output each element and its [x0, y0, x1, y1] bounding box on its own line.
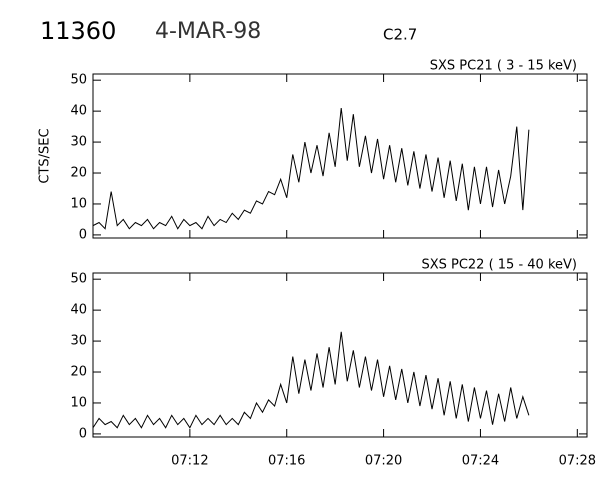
y-tick-label: 40: [70, 303, 87, 318]
flare-class: C2.7: [383, 26, 417, 44]
y-tick-label: 50: [70, 272, 87, 287]
y-tick-label: 40: [70, 104, 87, 119]
y-tick-label: 0: [79, 227, 87, 242]
y-tick-label: 50: [70, 73, 87, 88]
x-tick-label: 07:24: [462, 454, 499, 469]
y-tick-label: 20: [70, 365, 87, 380]
data-line: [92, 331, 530, 429]
x-tick-label: 07:16: [268, 454, 305, 469]
y-tick-label: 0: [79, 426, 87, 441]
event-date: 4-MAR-98: [155, 19, 261, 44]
y-tick-label: 10: [70, 395, 87, 410]
event-number: 11360: [40, 17, 116, 45]
panel-title: SXS PC21 ( 3 - 15 keV): [430, 59, 577, 74]
x-tick-label: 07:28: [559, 454, 596, 469]
y-tick-label: 30: [70, 135, 87, 150]
y-tick-label: 10: [70, 196, 87, 211]
y-tick-label: 20: [70, 166, 87, 181]
x-tick-label: 07:20: [365, 454, 402, 469]
y-axis-label: CTS/SEC: [38, 128, 53, 183]
data-line: [92, 107, 530, 230]
y-tick-label: 30: [70, 334, 87, 349]
plot-frame: [92, 272, 588, 438]
panel-title: SXS PC22 ( 15 - 40 keV): [421, 258, 577, 273]
x-tick-label: 07:12: [171, 454, 208, 469]
plot-frame: [92, 73, 588, 239]
